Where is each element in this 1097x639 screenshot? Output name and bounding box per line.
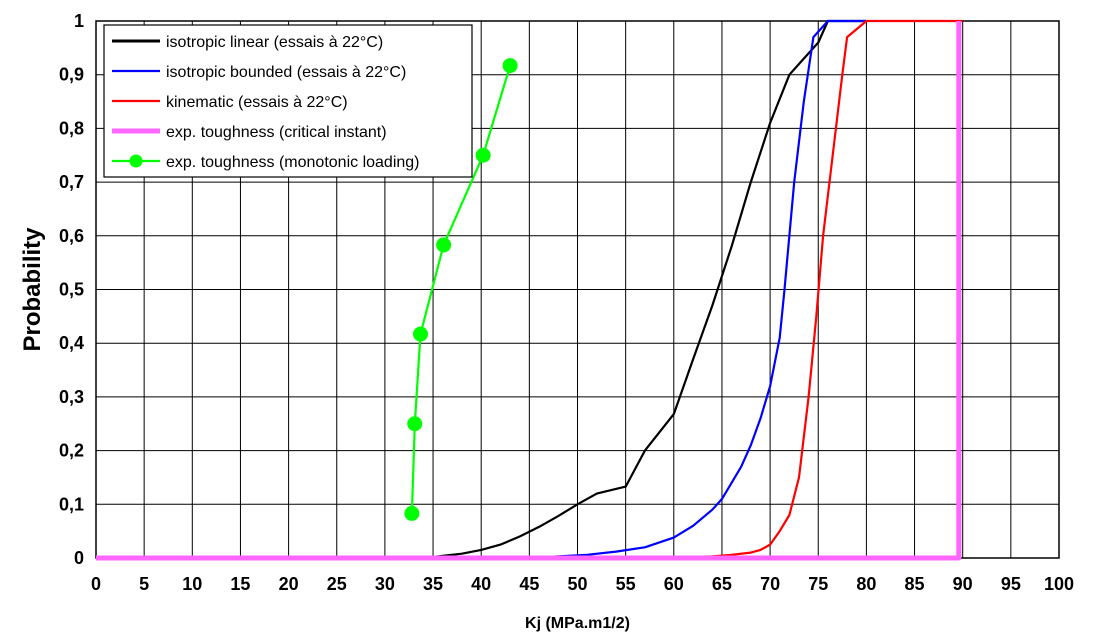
x-tick-label: 0 xyxy=(91,574,101,594)
x-tick-label: 35 xyxy=(423,574,443,594)
x-axis-ticks: 0 5 10 15 20 25 30 35 40 45 50 55 60 65 70 75 80 85 90 95 10… xyxy=(91,574,1074,594)
series-1 xyxy=(96,19,867,560)
data-point xyxy=(475,147,491,163)
legend-item: isotropic linear (essais à 22°C) xyxy=(112,34,383,51)
data-point xyxy=(436,237,452,253)
data-point xyxy=(502,58,518,74)
x-tick-label: 85 xyxy=(905,574,925,594)
data-point xyxy=(407,416,423,432)
series-layer xyxy=(96,19,963,561)
legend-label: exp. toughness (critical instant) xyxy=(166,124,387,141)
y-axis-label: Probability xyxy=(19,227,46,352)
y-axis-ticks: 0 0,1 0,2 0,3 0,4 0,5 0,6 0,7 0,8 0,9 1 xyxy=(59,11,84,568)
series-3 xyxy=(96,21,962,561)
x-tick-label: 100 xyxy=(1044,574,1074,594)
x-tick-label: 45 xyxy=(519,574,539,594)
data-point xyxy=(404,505,420,521)
legend-marker xyxy=(129,154,143,168)
y-tick-label: 0,4 xyxy=(59,333,84,353)
y-tick-label: 0,2 xyxy=(59,441,84,461)
x-tick-label: 10 xyxy=(182,574,202,594)
series-0 xyxy=(96,19,867,560)
x-tick-label: 30 xyxy=(375,574,395,594)
y-tick-label: 0,1 xyxy=(59,494,84,514)
x-tick-label: 75 xyxy=(808,574,828,594)
y-tick-label: 0,6 xyxy=(59,226,84,246)
legend-label: isotropic bounded (essais à 22°C) xyxy=(166,64,406,81)
legend-item: isotropic bounded (essais à 22°C) xyxy=(112,64,406,81)
y-tick-label: 0,5 xyxy=(59,280,84,300)
legend-label: exp. toughness (monotonic loading) xyxy=(166,154,420,171)
x-tick-label: 65 xyxy=(712,574,732,594)
x-tick-label: 5 xyxy=(139,574,149,594)
y-tick-label: 0,7 xyxy=(59,172,84,192)
series-line xyxy=(96,19,867,560)
legend-item: kinematic (essais à 22°C) xyxy=(112,94,348,111)
series-line xyxy=(410,65,512,514)
x-tick-label: 70 xyxy=(760,574,780,594)
y-tick-label: 0,9 xyxy=(59,65,84,85)
series-line xyxy=(96,19,867,560)
x-tick-label: 40 xyxy=(471,574,491,594)
legend-label: kinematic (essais à 22°C) xyxy=(166,94,348,111)
y-tick-label: 0,8 xyxy=(59,118,84,138)
x-tick-label: 15 xyxy=(230,574,250,594)
x-tick-label: 60 xyxy=(664,574,684,594)
x-tick-label: 50 xyxy=(567,574,587,594)
legend-box xyxy=(103,24,473,178)
y-tick-label: 1 xyxy=(74,11,84,31)
x-tick-label: 80 xyxy=(856,574,876,594)
data-point xyxy=(413,326,429,342)
series-4 xyxy=(404,58,518,521)
x-tick-label: 25 xyxy=(327,574,347,594)
x-tick-label: 90 xyxy=(953,574,973,594)
legend-label: isotropic linear (essais à 22°C) xyxy=(166,34,383,51)
legend: isotropic linear (essais à 22°C) isotropi… xyxy=(103,24,473,178)
series-line xyxy=(96,21,962,561)
x-tick-label: 55 xyxy=(616,574,636,594)
x-tick-label: 95 xyxy=(1001,574,1021,594)
legend-item: exp. toughness (monotonic loading) xyxy=(112,154,420,171)
x-axis-label: Kj (MPa.m1/2) xyxy=(525,615,630,632)
y-tick-label: 0 xyxy=(74,548,84,568)
y-tick-label: 0,3 xyxy=(59,387,84,407)
legend-item: exp. toughness (critical instant) xyxy=(112,124,387,141)
x-tick-label: 20 xyxy=(279,574,299,594)
